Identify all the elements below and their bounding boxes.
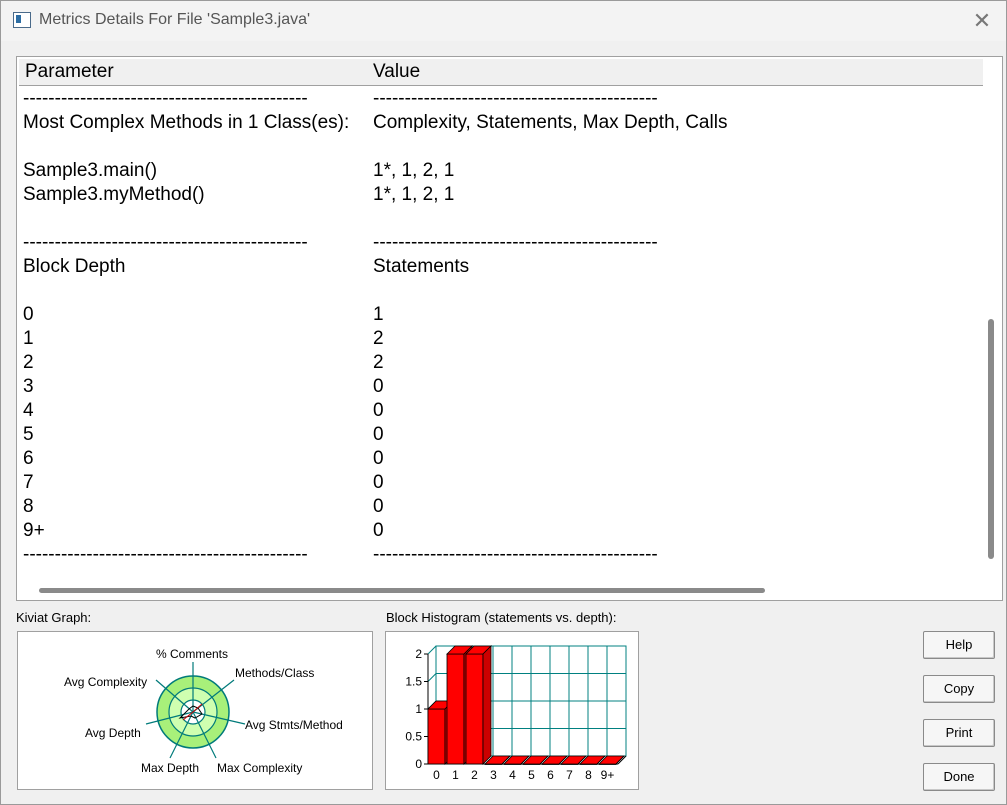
- vertical-scroll-thumb[interactable]: [988, 319, 994, 559]
- table-cell-value: 0: [373, 472, 384, 493]
- table-cell-value: 0: [373, 520, 384, 541]
- table-cell-value: 0: [373, 496, 384, 517]
- histogram-bar-side: [577, 755, 587, 765]
- kiviat-graph: % Comments Methods/Class Avg Stmts/Metho…: [17, 631, 373, 790]
- histogram-y-tick-label: 2: [415, 647, 422, 661]
- table-cell-parameter: ----------------------------------------…: [23, 232, 308, 253]
- histogram-x-tick-label: 0: [433, 768, 440, 782]
- histogram-x-tick-label: 8: [585, 768, 592, 782]
- kiviat-axis-label: Max Depth: [141, 761, 200, 775]
- table-cell-value: 0: [373, 400, 384, 421]
- table-cell-parameter: 1: [23, 328, 34, 349]
- table-cell-parameter: Most Complex Methods in 1 Class(es):: [23, 112, 350, 133]
- table-cell-parameter: 0: [23, 304, 34, 325]
- table-cell-value: 0: [373, 424, 384, 445]
- table-cell-value: 1: [373, 304, 384, 325]
- table-cell-value: 1*, 1, 2, 1: [373, 184, 455, 205]
- histogram-x-tick-label: 2: [471, 768, 478, 782]
- histogram-x-tick-label: 4: [509, 768, 516, 782]
- title-bar: Metrics Details For File 'Sample3.java' …: [1, 1, 1006, 41]
- table-cell-parameter: ----------------------------------------…: [23, 88, 308, 109]
- axis-max-depth: [169, 711, 194, 759]
- horizontal-scroll-thumb[interactable]: [39, 588, 765, 593]
- table-cell-value: ----------------------------------------…: [373, 544, 658, 565]
- table-cell-value: ----------------------------------------…: [373, 232, 658, 253]
- histogram-x-tick-label: 7: [566, 768, 573, 782]
- axis-methods-class: [192, 679, 235, 713]
- kiviat-axis-label: Methods/Class: [235, 666, 315, 680]
- histogram-x-tick-label: 1: [452, 768, 459, 782]
- block-histogram: 2 1.5 1 0.5 0 0 1 2 3 4 5 6 7 8 9+: [385, 631, 639, 790]
- table-cell-parameter: 6: [23, 448, 34, 469]
- histogram-bar-side: [615, 755, 625, 765]
- window-title: Metrics Details For File 'Sample3.java': [39, 11, 311, 28]
- done-button[interactable]: Done: [923, 763, 995, 791]
- table-cell-value: 2: [373, 328, 384, 349]
- axis-avg-complexity: [155, 679, 194, 713]
- table-cell-value: Statements: [373, 256, 470, 277]
- table-cell-value: Complexity, Statements, Max Depth, Calls: [373, 112, 728, 133]
- axis-max-complexity: [192, 711, 217, 759]
- histogram-x-tick-label: 9+: [601, 768, 615, 782]
- histogram-y-tick-label: 0: [415, 757, 422, 771]
- kiviat-value-polygon: [178, 705, 203, 719]
- kiviat-axis-label: Avg Depth: [85, 726, 141, 740]
- copy-button[interactable]: Copy: [923, 675, 995, 703]
- histogram-y-tick-label: 0.5: [405, 730, 422, 744]
- kiviat-axes: [145, 662, 246, 759]
- histogram-bar-side: [558, 755, 568, 765]
- table-cell-parameter: Sample3.main(): [23, 160, 158, 181]
- histogram-bar: [465, 653, 484, 765]
- histogram-label: Block Histogram (statements vs. depth):: [386, 610, 617, 625]
- table-cell-parameter: Sample3.myMethod(): [23, 184, 205, 205]
- histogram-x-tick-label: 5: [528, 768, 535, 782]
- histogram-bar: [427, 708, 446, 765]
- axis-avg-depth: [145, 711, 194, 725]
- table-cell-parameter: 5: [23, 424, 34, 445]
- table-cell-parameter: Block Depth: [23, 256, 126, 277]
- close-icon: ✕: [972, 8, 992, 33]
- kiviat-graph-label: Kiviat Graph:: [16, 610, 92, 625]
- histogram-x-tick-label: 6: [547, 768, 554, 782]
- kiviat-axis-label: Avg Stmts/Method: [245, 718, 343, 732]
- histogram-bar-side: [482, 645, 492, 765]
- table-cell-parameter: 8: [23, 496, 34, 517]
- histogram-bar-side: [501, 755, 511, 765]
- window-icon: [13, 12, 31, 28]
- histogram-grid-line: [427, 673, 437, 682]
- table-cell-parameter: 7: [23, 472, 34, 493]
- kiviat-axis-label: % Comments: [156, 647, 229, 661]
- histogram-bar-side: [539, 755, 549, 765]
- column-header-value[interactable]: Value: [367, 59, 985, 86]
- histogram-x-tick-label: 3: [490, 768, 497, 782]
- table-cell-parameter: 3: [23, 376, 34, 397]
- table-cell-parameter: 2: [23, 352, 34, 373]
- table-cell-parameter: 4: [23, 400, 34, 421]
- kiviat-highlight: [182, 703, 203, 721]
- histogram-y-tick-label: 1: [415, 702, 422, 716]
- table-cell-value: 0: [373, 448, 384, 469]
- table-cell-value: 1*, 1, 2, 1: [373, 160, 455, 181]
- table-cell-parameter: ----------------------------------------…: [23, 544, 308, 565]
- table-cell-value: 2: [373, 352, 384, 373]
- histogram-svg: 21.510.500 1 2 3 4 5 6 7 8 9+: [405, 645, 627, 782]
- kiviat-axis-label: Avg Complexity: [64, 675, 148, 689]
- help-button[interactable]: Help: [923, 631, 995, 659]
- metrics-table: Parameter Value ------------------------…: [16, 56, 1003, 601]
- histogram-bar-side: [520, 755, 530, 765]
- kiviat-graph-svg: [145, 662, 246, 759]
- table-cell-parameter: 9+: [23, 520, 45, 541]
- table-cell-value: ----------------------------------------…: [373, 88, 658, 109]
- kiviat-axis-label: Max Complexity: [217, 761, 303, 775]
- histogram-grid-line: [427, 645, 437, 655]
- histogram-y-tick-label: 1.5: [405, 675, 422, 689]
- table-cell-value: 0: [373, 376, 384, 397]
- print-button[interactable]: Print: [923, 719, 995, 747]
- histogram-bar-side: [596, 755, 606, 765]
- histogram-floor-edge: [617, 755, 627, 765]
- close-button[interactable]: ✕: [968, 7, 996, 35]
- histogram-bar: [446, 653, 465, 765]
- column-header-parameter[interactable]: Parameter: [19, 59, 372, 86]
